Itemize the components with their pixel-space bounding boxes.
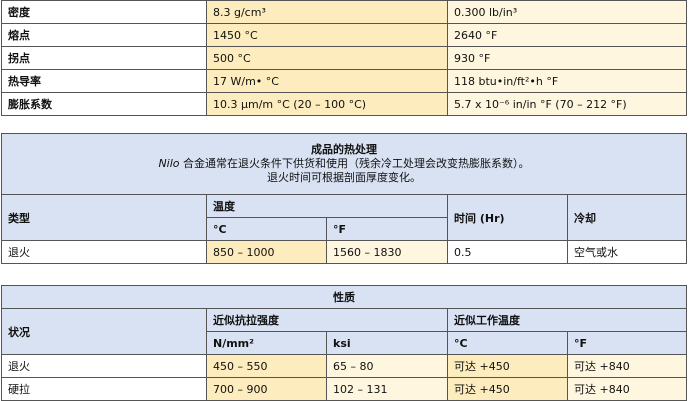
metric-value: 500 °C: [206, 46, 448, 70]
nmm-cell: 700 – 900: [206, 377, 327, 401]
fahrenheit-cell: 1560 – 1830: [326, 240, 448, 264]
col-fahrenheit: °F: [567, 331, 687, 355]
note-brand: Nilo: [158, 157, 180, 170]
col-condition: 状况: [1, 308, 207, 355]
property-label: 热导率: [1, 69, 207, 93]
col-work-temp: 近似工作温度: [447, 308, 687, 332]
time-cell: 0.5: [447, 240, 568, 264]
col-temperature: 温度: [206, 194, 448, 218]
table-row: 硬拉 700 – 900 102 – 131 可达 +450 可达 +840: [1, 377, 687, 401]
col-fahrenheit: °F: [326, 217, 448, 241]
nmm-cell: 450 – 550: [206, 354, 327, 378]
cooling-cell: 空气或水: [567, 240, 687, 264]
property-label: 拐点: [1, 46, 207, 70]
table-row: 密度 8.3 g/cm³ 0.300 lb/in³: [1, 0, 687, 24]
ksi-cell: 65 – 80: [326, 354, 448, 378]
col-time: 时间 (Hr): [447, 194, 568, 241]
note-line-2: 退火时间可根据剖面厚度变化。: [267, 171, 421, 184]
property-label: 熔点: [1, 23, 207, 47]
col-ksi: ksi: [326, 331, 448, 355]
col-celsius: °C: [206, 217, 327, 241]
fahrenheit-cell: 可达 +840: [567, 377, 687, 401]
table-row: 熔点 1450 °C 2640 °F: [1, 23, 687, 47]
col-celsius: °C: [447, 331, 568, 355]
table-row: 拐点 500 °C 930 °F: [1, 46, 687, 70]
celsius-cell: 850 – 1000: [206, 240, 327, 264]
table-row: 退火 450 – 550 65 – 80 可达 +450 可达 +840: [1, 354, 687, 378]
col-cooling: 冷却: [567, 194, 687, 241]
condition-cell: 硬拉: [1, 377, 207, 401]
heat-treatment-header: 成品的热处理 Nilo 合金通常在退火条件下供货和使用（残余冷工处理会改变热膨胀…: [1, 133, 687, 195]
mechanical-properties-table: 性质 状况 近似抗拉强度 近似工作温度 N/mm² ksi °C °F 退火 450 – 5…: [1, 285, 687, 401]
heat-treatment-table: 成品的热处理 Nilo 合金通常在退火条件下供货和使用（残余冷工处理会改变热膨胀…: [1, 133, 687, 264]
imperial-value: 5.7 x 10⁻⁶ in/in °F (70 – 212 °F): [447, 92, 687, 116]
metric-value: 17 W/m• °C: [206, 69, 448, 93]
note-line-1: 合金通常在退火条件下供货和使用（残余冷工处理会改变热膨胀系数）。: [179, 157, 530, 170]
col-nmm: N/mm²: [206, 331, 327, 355]
property-label: 密度: [1, 0, 207, 24]
imperial-value: 930 °F: [447, 46, 687, 70]
fahrenheit-cell: 可达 +840: [567, 354, 687, 378]
condition-cell: 退火: [1, 354, 207, 378]
physical-properties-table: 密度 8.3 g/cm³ 0.300 lb/in³ 熔点 1450 °C 2640 °F…: [1, 0, 687, 116]
property-label: 膨胀系数: [1, 92, 207, 116]
col-type: 类型: [1, 194, 207, 241]
imperial-value: 0.300 lb/in³: [447, 0, 687, 24]
mechanical-title: 性质: [1, 285, 687, 309]
metric-value: 8.3 g/cm³: [206, 0, 448, 24]
table-row: 热导率 17 W/m• °C 118 btu•in/ft²•h °F: [1, 69, 687, 93]
celsius-cell: 可达 +450: [447, 354, 568, 378]
table-row: 膨胀系数 10.3 µm/m °C (20 – 100 °C) 5.7 x 10⁻⁶…: [1, 92, 687, 116]
heat-treatment-title: 成品的热处理: [311, 143, 377, 156]
type-cell: 退火: [1, 240, 207, 264]
celsius-cell: 可达 +450: [447, 377, 568, 401]
metric-value: 10.3 µm/m °C (20 – 100 °C): [206, 92, 448, 116]
col-tensile: 近似抗拉强度: [206, 308, 448, 332]
table-row: 退火 850 – 1000 1560 – 1830 0.5 空气或水: [1, 240, 687, 264]
imperial-value: 118 btu•in/ft²•h °F: [447, 69, 687, 93]
ksi-cell: 102 – 131: [326, 377, 448, 401]
imperial-value: 2640 °F: [447, 23, 687, 47]
metric-value: 1450 °C: [206, 23, 448, 47]
